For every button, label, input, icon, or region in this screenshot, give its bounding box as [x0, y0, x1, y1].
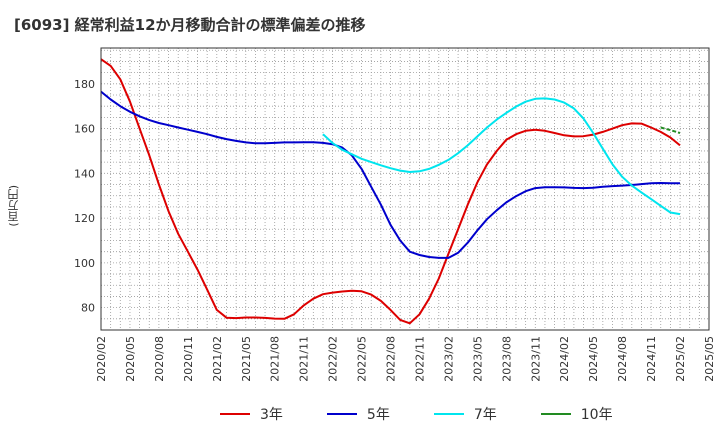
x-tick-label: 2021/08: [269, 336, 282, 382]
legend-swatch: [220, 413, 250, 415]
x-tick-label: 2020/02: [95, 336, 108, 382]
x-tick-label: 2020/05: [124, 336, 137, 382]
x-tick-label: 2023/08: [500, 336, 513, 382]
x-tick-label: 2022/08: [385, 336, 398, 382]
legend-swatch: [540, 413, 571, 415]
legend-item: 3年: [220, 404, 283, 424]
x-tick-label: 2022/11: [413, 336, 426, 382]
y-tick-label: 100: [74, 257, 95, 270]
x-tick-label: 2021/02: [211, 336, 224, 382]
x-tick-label: 2023/11: [529, 336, 542, 382]
x-tick-label: 2023/05: [471, 336, 484, 382]
x-tick-label: 2024/08: [616, 336, 629, 382]
series-line-10年: [660, 126, 681, 134]
y-tick-labels: 80 100 120 140 160 180: [74, 78, 95, 315]
x-tick-label: 2024/02: [558, 336, 571, 382]
x-tick-label: 2020/11: [182, 336, 195, 382]
series-lines: [100, 58, 681, 325]
y-tick-label: 80: [81, 302, 95, 315]
legend-label: 10年: [580, 407, 613, 423]
series-line-3年: [100, 58, 681, 325]
y-tick-label: 120: [74, 212, 95, 225]
legend-swatch: [326, 413, 357, 415]
x-tick-labels: 2020/02 2020/05 2020/08 2020/11 2021/02 2021/…: [95, 336, 716, 382]
y-tick-label: 180: [74, 78, 95, 91]
legend-item: 5年: [326, 404, 390, 424]
y-tick-label: 160: [74, 123, 95, 136]
legend-item: 7年: [433, 404, 497, 424]
legend-label: 5年: [366, 407, 390, 423]
x-tick-label: 2020/08: [153, 336, 166, 382]
grid: [101, 48, 709, 331]
x-tick-label: 2025/02: [674, 336, 687, 382]
x-tick-label: 2024/05: [587, 336, 600, 382]
series-line-7年: [322, 97, 681, 216]
x-tick-label: 2021/11: [298, 336, 311, 382]
x-tick-label: 2022/05: [356, 336, 369, 382]
plot-frame: [100, 47, 710, 331]
chart-title: [6093] 経常利益12か月移動合計の標準偏差の推移: [14, 16, 366, 34]
x-tick-label: 2021/05: [240, 336, 253, 382]
y-tick-label: 140: [74, 167, 95, 180]
legend-item: 10年: [540, 404, 613, 424]
x-tick-label: 2022/02: [327, 336, 340, 382]
x-tick-label: 2024/11: [645, 336, 658, 382]
legend-label: 3年: [260, 407, 283, 423]
legend-label: 7年: [473, 407, 497, 423]
legend: 3年 5年 7年 10年: [220, 404, 657, 424]
x-tick-label: 2025/05: [703, 336, 716, 382]
legend-swatch: [433, 413, 464, 415]
series-line-5年: [100, 90, 680, 259]
x-tick-label: 2023/02: [442, 336, 455, 382]
